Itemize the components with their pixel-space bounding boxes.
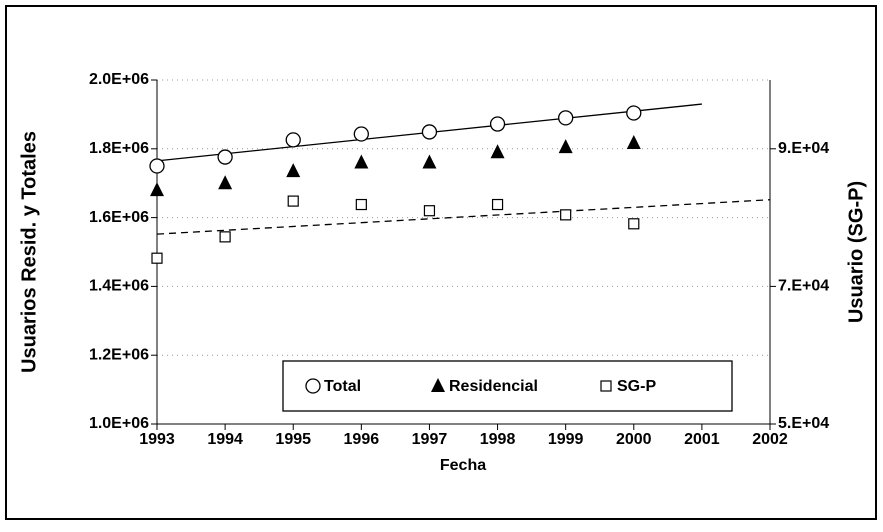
x-tick-label: 2001 [684, 431, 720, 448]
marker-circle [489, 116, 506, 132]
x-tick-label: 1998 [480, 431, 516, 448]
legend [282, 360, 733, 412]
marker-triangle [626, 134, 641, 149]
marker-square [355, 198, 367, 211]
marker-triangle [490, 144, 505, 159]
marker-square [287, 195, 299, 207]
x-tick-label: 2002 [752, 431, 788, 448]
y2-tick-label: 9.E+04 [778, 140, 829, 157]
marker-circle [217, 149, 233, 165]
x-axis-title: Fecha [440, 457, 486, 474]
marker-square [628, 218, 640, 230]
marker-triangle [558, 139, 573, 154]
y-tick-label: 1.4E+06 [89, 278, 149, 295]
legend-label: Total [324, 378, 361, 395]
legend-label: Residencial [449, 378, 538, 395]
x-tick-label: 1997 [412, 431, 448, 448]
marker-square [600, 380, 612, 392]
x-tick-label: 1993 [139, 431, 175, 448]
y-tick-label: 1.0E+06 [89, 415, 149, 432]
marker-circle [421, 124, 438, 140]
marker-circle [149, 158, 165, 174]
y-tick-label: 1.2E+06 [89, 346, 149, 363]
marker-triangle [354, 154, 369, 169]
legend-label: SG-P [617, 378, 656, 395]
trendline [156, 199, 771, 235]
x-tick-label: 1996 [344, 431, 380, 448]
marker-square [560, 209, 572, 221]
marker-square [151, 252, 163, 264]
x-tick-label: 1995 [275, 431, 311, 448]
y-tick-label: 2.0E+06 [89, 71, 149, 88]
x-tick-label: 1999 [548, 431, 584, 448]
x-tick-label: 2000 [616, 431, 652, 448]
y-tick-label: 1.6E+06 [89, 209, 149, 226]
y-axis-title: Usuarios Resid. y Totales [18, 131, 40, 373]
marker-circle [626, 105, 642, 121]
marker-triangle [286, 163, 301, 178]
marker-circle [558, 110, 574, 126]
y2-tick-label: 7.E+04 [778, 278, 829, 295]
marker-circle [305, 378, 321, 394]
marker-circle [353, 126, 369, 142]
frame [5, 5, 877, 520]
y2-tick-label: 5.E+04 [778, 415, 829, 432]
marker-circle [285, 132, 301, 148]
marker-triangle [422, 154, 437, 169]
marker-square [423, 205, 436, 217]
y-tick-label: 1.8E+06 [89, 140, 149, 157]
marker-square [491, 198, 504, 211]
y2-axis-title: Usuario (SG-P) [845, 181, 867, 323]
x-tick-label: 1994 [207, 431, 243, 448]
marker-triangle [218, 175, 233, 190]
marker-square [219, 231, 231, 243]
marker-triangle [431, 378, 445, 392]
marker-triangle [150, 182, 164, 197]
